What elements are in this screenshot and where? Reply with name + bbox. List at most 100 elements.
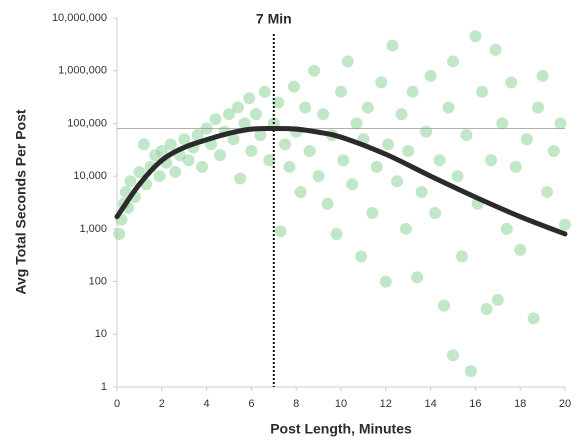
point — [337, 154, 350, 167]
y-tick-label: 1 — [101, 381, 107, 393]
point — [227, 133, 240, 146]
point — [509, 160, 522, 173]
point — [399, 222, 412, 235]
y-tick-label: 10,000,000 — [52, 12, 107, 24]
point — [411, 271, 424, 284]
point — [480, 303, 493, 316]
point — [191, 129, 204, 142]
point — [455, 250, 468, 263]
point — [272, 96, 285, 109]
point — [299, 101, 312, 114]
point — [491, 293, 504, 306]
point — [223, 108, 235, 121]
point — [375, 76, 388, 89]
point — [476, 85, 489, 98]
point — [137, 138, 150, 151]
x-tick-label: 10 — [335, 398, 347, 410]
point — [321, 197, 334, 210]
x-tick-label: 2 — [159, 398, 165, 410]
point — [424, 69, 437, 82]
point — [442, 101, 455, 114]
point — [520, 133, 533, 146]
y-tick-label: 10,000 — [73, 170, 107, 182]
point — [402, 144, 415, 157]
point — [429, 206, 442, 219]
point — [514, 243, 527, 256]
point — [559, 218, 571, 231]
point — [294, 186, 307, 199]
x-tick-label: 0 — [114, 398, 120, 410]
point — [287, 80, 300, 93]
point — [214, 149, 227, 162]
point — [274, 225, 287, 238]
point — [133, 165, 146, 178]
x-tick-label: 14 — [424, 398, 436, 410]
point — [355, 250, 368, 263]
point — [254, 129, 267, 142]
point — [317, 108, 330, 121]
point — [350, 117, 363, 130]
point — [541, 186, 554, 199]
point — [196, 160, 209, 173]
y-tick-label: 10 — [95, 328, 107, 340]
point — [500, 222, 513, 235]
point — [447, 55, 459, 68]
point — [386, 39, 399, 52]
point — [554, 117, 567, 130]
point — [395, 108, 408, 121]
point — [182, 154, 195, 167]
point — [361, 101, 374, 114]
x-axis-label: Post Length, Minutes — [270, 421, 412, 437]
point — [341, 55, 354, 68]
point — [451, 170, 464, 183]
point — [415, 186, 428, 199]
point — [489, 43, 502, 56]
point — [153, 170, 166, 183]
point — [303, 144, 316, 157]
x-tick-label: 12 — [380, 398, 392, 410]
x-tick-label: 18 — [514, 398, 526, 410]
point — [243, 92, 256, 105]
point — [231, 101, 244, 114]
point — [169, 165, 182, 178]
point — [346, 178, 359, 191]
x-tick-label: 8 — [293, 398, 299, 410]
point — [245, 144, 258, 157]
point — [124, 175, 137, 188]
point — [391, 175, 403, 188]
point — [234, 172, 247, 185]
point — [279, 138, 291, 151]
point — [406, 85, 419, 98]
point — [382, 138, 395, 151]
point — [496, 117, 509, 130]
point — [178, 133, 191, 146]
point — [209, 113, 222, 126]
y-tick-label: 100,000 — [67, 117, 107, 129]
point — [447, 349, 459, 362]
point — [420, 125, 433, 138]
annotation: 7 Min — [256, 11, 292, 27]
point — [283, 160, 296, 173]
point — [485, 154, 498, 167]
point — [249, 108, 262, 121]
point — [308, 64, 321, 77]
point — [238, 117, 251, 130]
point — [335, 85, 347, 98]
point — [464, 365, 477, 378]
point — [155, 144, 168, 157]
y-tick-label: 1,000 — [79, 223, 107, 235]
point — [330, 227, 343, 240]
point — [379, 275, 392, 288]
x-tick-label: 20 — [559, 398, 571, 410]
point — [536, 69, 549, 82]
point — [312, 170, 325, 183]
point — [505, 76, 518, 89]
point — [469, 30, 482, 43]
point — [258, 85, 271, 98]
fit-curve — [114, 126, 568, 237]
point — [438, 299, 451, 312]
point — [433, 154, 446, 167]
x-tick-label: 4 — [204, 398, 210, 410]
point — [370, 160, 383, 173]
